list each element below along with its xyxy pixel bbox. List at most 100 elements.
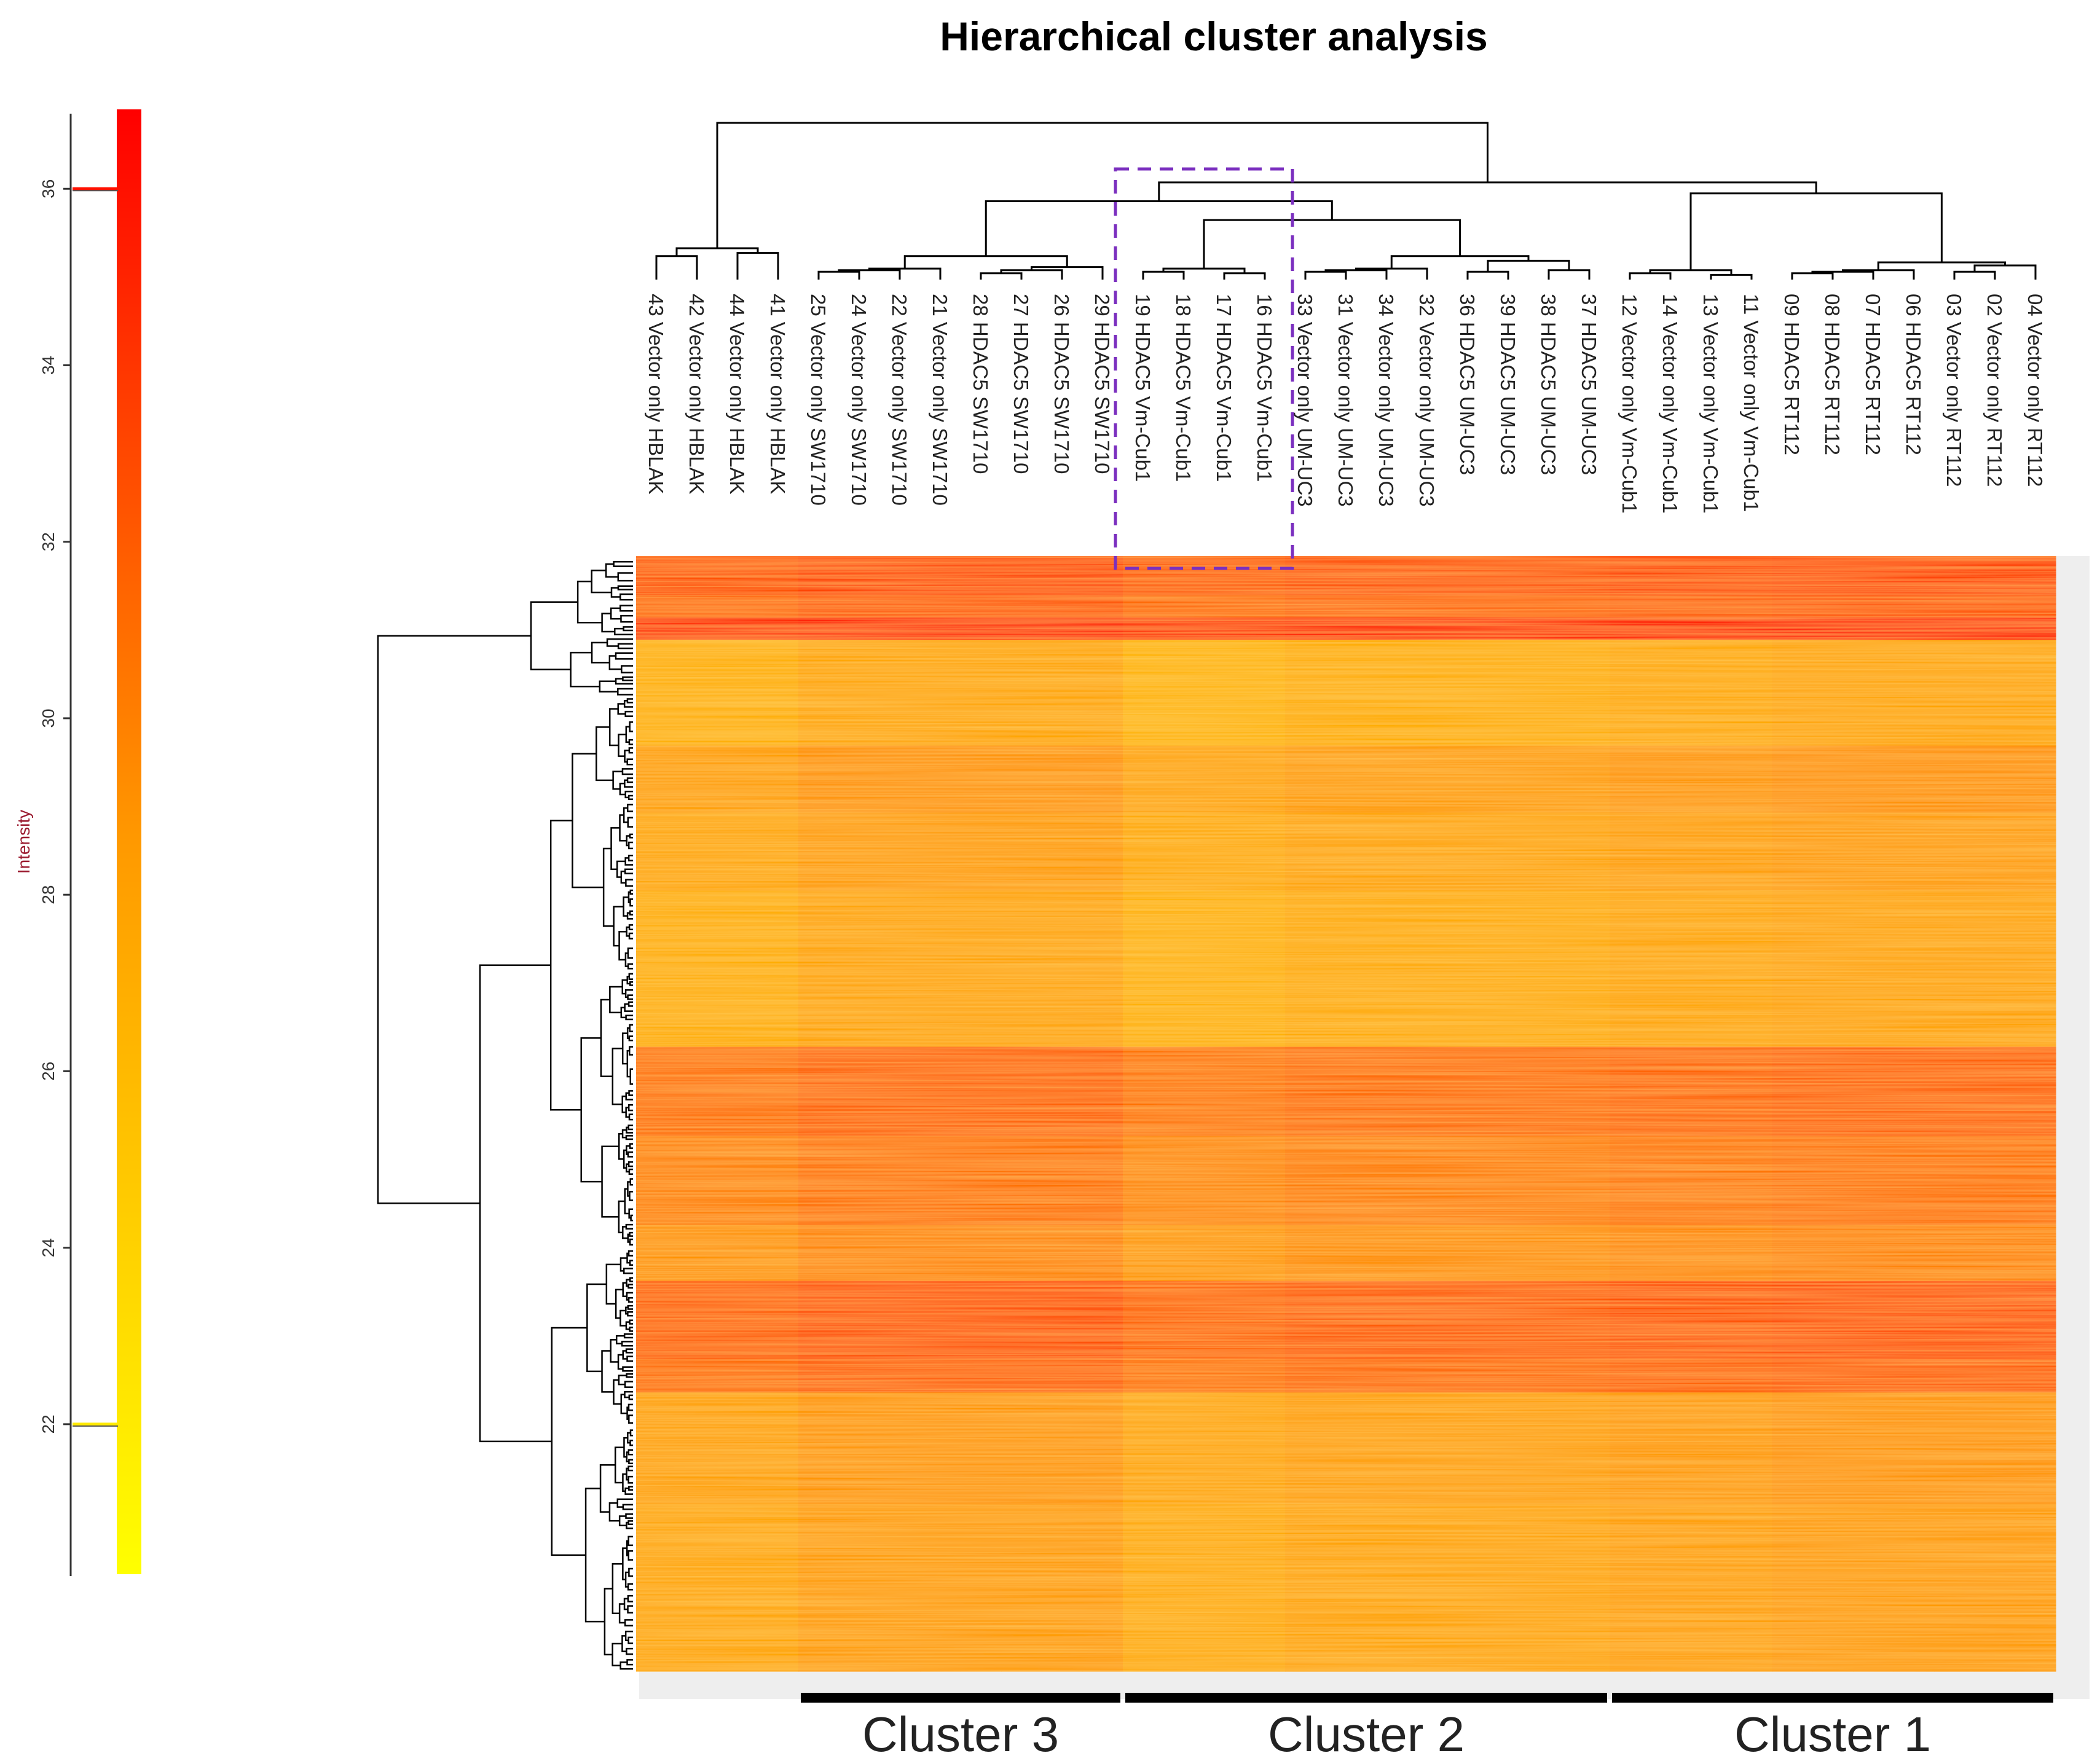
row-dendrogram-branch [624,779,633,788]
heatmap-cell [1691,595,1732,618]
row-dendrogram-branch [623,1268,633,1274]
row-dendrogram-branch [624,1390,633,1398]
row-dendrogram-branch [621,665,633,673]
heatmap-cell [636,1225,677,1282]
row-dendrogram-branch [627,1311,633,1317]
dendrogram-branch [655,255,698,280]
heatmap-cell [1326,890,1367,1048]
heatmap-cell [1366,640,1407,747]
heatmap-cell [1853,617,1894,640]
heatmap-cell [1650,1359,1691,1393]
heatmap-cell [1610,745,1651,814]
heatmap-cell [1285,1135,1326,1226]
heatmap-cell [1326,617,1367,640]
sample-label: 39 HDAC5 UM-UC3 [1496,294,1519,475]
row-dendrogram-branch [621,768,633,775]
heatmap-cell [1610,1046,1651,1137]
colorbar-label: Intensity [14,810,33,874]
row-dendrogram-branch [615,1335,625,1345]
heatmap-cell [879,617,921,640]
heatmap-cell [717,1504,758,1672]
heatmap-cell [1488,745,1529,814]
heatmap-cell [1407,890,1448,1048]
heatmap-cell [1163,556,1205,596]
heatmap-cell [717,1359,758,1393]
row-dendrogram-branch [626,1252,631,1264]
heatmap-cell [1934,1281,1975,1360]
heatmap-cell [1772,640,1813,747]
heatmap-cell [1569,812,1610,892]
heatmap-cell [1366,1135,1407,1226]
heatmap-cell [1528,556,1570,596]
row-dendrogram-branch [629,1319,633,1325]
heatmap-cell [1082,640,1123,747]
heatmap-cell [1285,1392,1326,1505]
heatmap-cell [1772,745,1813,814]
heatmap-cell [879,1281,921,1360]
sample-label: 07 HDAC5 RT112 [1862,294,1884,455]
heatmap-cell [1407,1359,1448,1393]
row-dendrogram-branch [627,841,633,850]
heatmap-cell [879,1046,921,1137]
heatmap-cell [1731,1225,1772,1282]
row-dendrogram-branch [627,1181,631,1197]
heatmap-cell [1366,812,1407,892]
heatmap-cell [1326,556,1367,596]
cluster-label: Cluster 1 [1734,1707,1931,1761]
row-dendrogram-branch [549,820,581,1111]
row-dendrogram-branch [626,1292,633,1301]
heatmap-cell [879,745,921,814]
row-dendrogram-branch [580,1037,602,1183]
dendrogram-branch [716,122,1488,248]
heatmap-cell [1082,890,1123,1048]
row-dendrogram-branch [629,1231,633,1237]
row-dendrogram-branch [618,1603,626,1624]
sample-label: 09 HDAC5 RT112 [1780,294,1803,455]
heatmap-cell [1569,1281,1610,1360]
heatmap-cell [758,1504,799,1672]
heatmap-cell [1569,1359,1610,1393]
row-dendrogram-branch [627,963,633,970]
heatmap-cell [1042,1392,1083,1505]
heatmap-cell [758,640,799,747]
row-dendrogram-branch [630,1214,633,1222]
row-dendrogram-branch [625,1163,629,1173]
heatmap-cell [1001,595,1042,618]
row-dendrogram-branch [601,1350,614,1393]
row-dendrogram-branch [629,1068,633,1085]
heatmap-cell [1488,1504,1529,1672]
row-dendrogram-branch [618,930,627,961]
sample-label: 21 Vector only SW1710 [929,294,951,506]
heatmap-cell [1488,1359,1529,1393]
sample-label: 04 Vector only RT112 [2024,294,2047,487]
heatmap-cell [961,617,1002,640]
row-dendrogram-branch [627,1636,633,1644]
heatmap-cell [1528,1281,1570,1360]
row-dendrogram-branch [624,1003,633,1012]
heatmap-cell [1812,1359,1854,1393]
heatmap-cell [1123,1135,1164,1226]
row-dendrogram-branch [625,1135,633,1140]
heatmap-cell [1245,640,1286,747]
row-dendrogram-branch [624,857,633,866]
heatmap-cell [1488,890,1529,1048]
heatmap-cell [677,556,718,596]
heatmap-cell [1204,595,1245,618]
heatmap-cell [1812,812,1854,892]
heatmap-cell [1894,1281,1935,1360]
heatmap-cell [1772,1046,1813,1137]
heatmap-cell [1447,617,1488,640]
heatmap-cell [1812,1135,1854,1226]
heatmap-cell [717,1392,758,1505]
heatmap-cell [879,1359,921,1393]
row-dendrogram-branch [618,1200,625,1234]
row-dendrogram-branch [625,1223,633,1230]
row-dendrogram-branch [619,1257,627,1272]
dendrogram-branch [1689,192,1943,270]
heatmap-cell [1285,1504,1326,1672]
heatmap-cell [1245,1281,1286,1360]
heatmap-cell [1285,890,1326,1048]
row-dendrogram-branch [629,1143,633,1149]
heatmap-cell [920,556,961,596]
heatmap-cell [1326,812,1367,892]
